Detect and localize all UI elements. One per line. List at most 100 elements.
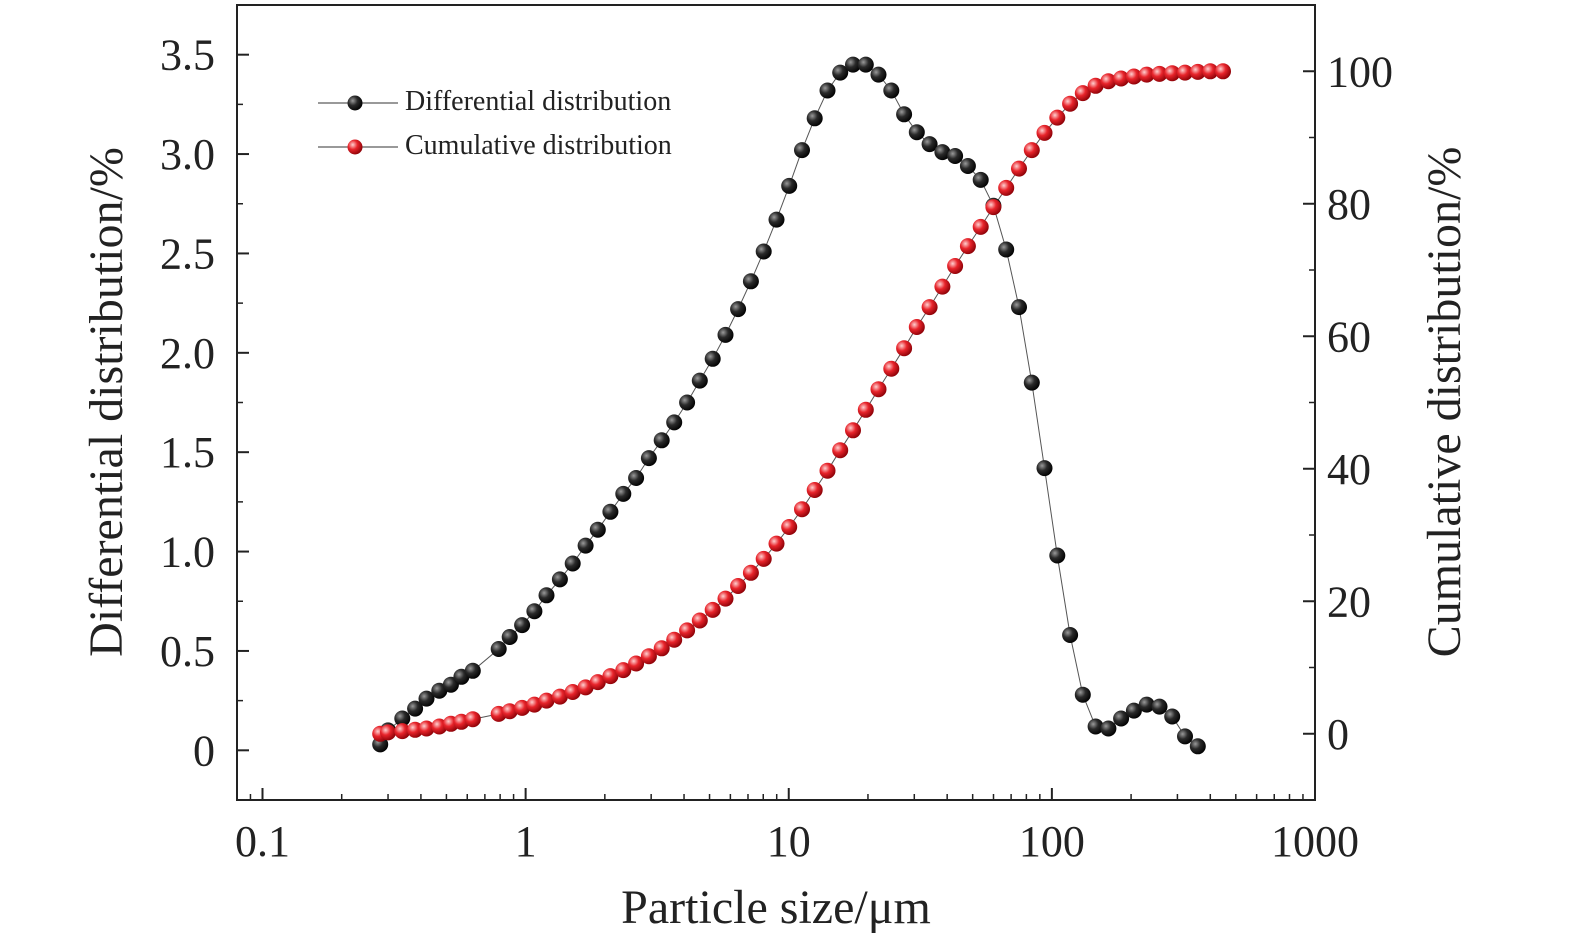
- x-tick-label: 10: [767, 817, 811, 866]
- differential-point: [628, 470, 645, 486]
- differential-point: [742, 273, 759, 290]
- cumulative-point: [730, 578, 747, 594]
- differential-point: [1177, 728, 1193, 745]
- series-points: [372, 56, 1231, 755]
- cumulative-point: [1202, 63, 1219, 80]
- cumulative-point: [538, 692, 555, 709]
- right-y-tick-label: 60: [1327, 312, 1371, 361]
- cumulative-point: [947, 258, 964, 274]
- differential-point: [832, 64, 849, 81]
- differential-point: [845, 56, 861, 73]
- cumulative-point: [640, 648, 657, 665]
- differential-point: [589, 521, 606, 538]
- differential-point: [514, 617, 531, 634]
- differential-point: [1087, 718, 1104, 735]
- x-axis-ticks: 0.1 1 10 100 1000: [235, 788, 1359, 866]
- legend-label-differential: Differential distribution: [405, 86, 671, 117]
- differential-point: [947, 148, 964, 164]
- cumulative-point: [1100, 73, 1117, 90]
- cumulative-point: [589, 674, 606, 691]
- differential-point: [921, 136, 938, 153]
- cumulative-point: [1049, 109, 1066, 126]
- cumulative-point: [1036, 124, 1053, 141]
- cumulative-point: [755, 550, 772, 567]
- differential-point: [1189, 738, 1206, 755]
- left-y-tick-label: 1.5: [160, 428, 215, 477]
- cumulative-point: [1138, 66, 1155, 83]
- right-y-axis-ticks: 0 20 40 60 80 100: [1303, 4, 1393, 801]
- differential-point: [870, 66, 887, 83]
- differential-point: [602, 503, 619, 520]
- differential-point: [959, 158, 976, 174]
- differential-point: [1100, 720, 1117, 737]
- legend-label-cumulative: Cumulative distribution: [405, 130, 672, 161]
- cumulative-point: [1113, 70, 1130, 87]
- cumulative-point: [819, 462, 836, 479]
- differential-point: [464, 662, 481, 679]
- cumulative-point: [768, 535, 785, 552]
- right-y-tick-label: 80: [1327, 180, 1371, 229]
- differential-point: [653, 432, 670, 449]
- cumulative-point: [418, 720, 435, 737]
- cumulative-point: [653, 640, 670, 657]
- cumulative-point: [501, 703, 518, 720]
- left-y-tick-label: 2.5: [160, 229, 215, 278]
- left-y-axis-title: Differential distribution/%: [80, 147, 133, 657]
- cumulative-point: [464, 711, 481, 728]
- differential-point: [768, 211, 785, 228]
- legend-entry-cumulative: Cumulative distribution: [318, 130, 672, 161]
- cumulative-point: [1011, 160, 1027, 177]
- cumulative-point: [1087, 77, 1104, 94]
- cumulative-point: [896, 340, 913, 357]
- cumulative-point: [742, 564, 759, 581]
- cumulative-point: [934, 278, 951, 295]
- cumulative-point: [526, 696, 543, 713]
- differential-point: [490, 641, 507, 657]
- x-tick-label: 1000: [1271, 817, 1359, 866]
- cumulative-point: [691, 612, 708, 629]
- left-y-tick-label: 3.0: [160, 130, 215, 179]
- right-y-tick-label: 20: [1327, 577, 1371, 626]
- differential-point: [1138, 696, 1155, 713]
- right-y-axis-title: Cumulative distribution/%: [1418, 147, 1471, 658]
- legend-entry-differential: Differential distribution: [318, 86, 671, 117]
- plot-frame: [236, 4, 1316, 801]
- cumulative-point: [1074, 85, 1091, 102]
- cumulative-point: [857, 401, 874, 418]
- differential-point: [501, 629, 518, 645]
- differential-point: [640, 450, 657, 467]
- differential-point: [666, 414, 683, 431]
- cumulative-point: [602, 668, 619, 685]
- differential-point: [1074, 686, 1091, 703]
- cumulative-point: [564, 684, 581, 700]
- cumulative-point: [972, 218, 989, 235]
- right-y-tick-label: 40: [1327, 445, 1371, 494]
- differential-point: [1036, 460, 1053, 477]
- differential-point: [819, 82, 836, 99]
- legend-marker-differential: [347, 95, 363, 111]
- cumulative-point: [1215, 63, 1231, 80]
- differential-point: [1023, 374, 1040, 391]
- left-y-tick-label: 0: [193, 726, 215, 775]
- cumulative-point: [908, 319, 925, 335]
- cumulative-point: [959, 238, 976, 255]
- left-y-tick-label: 0.5: [160, 627, 215, 676]
- cumulative-point: [870, 381, 887, 398]
- differential-point: [407, 700, 424, 717]
- cumulative-point: [380, 724, 396, 741]
- cumulative-point: [666, 631, 683, 648]
- differential-point: [755, 243, 772, 260]
- differential-point: [972, 171, 989, 188]
- differential-point: [806, 110, 823, 127]
- right-y-tick-label: 0: [1327, 710, 1349, 759]
- cumulative-point: [781, 519, 798, 535]
- differential-point: [934, 144, 951, 161]
- legend: Differential distribution Cumulative dis…: [318, 86, 672, 161]
- cumulative-point: [832, 442, 849, 459]
- cumulative-point: [794, 501, 810, 518]
- cumulative-point: [394, 723, 411, 740]
- differential-point: [526, 603, 543, 620]
- differential-point: [730, 301, 747, 318]
- cumulative-point: [551, 688, 568, 705]
